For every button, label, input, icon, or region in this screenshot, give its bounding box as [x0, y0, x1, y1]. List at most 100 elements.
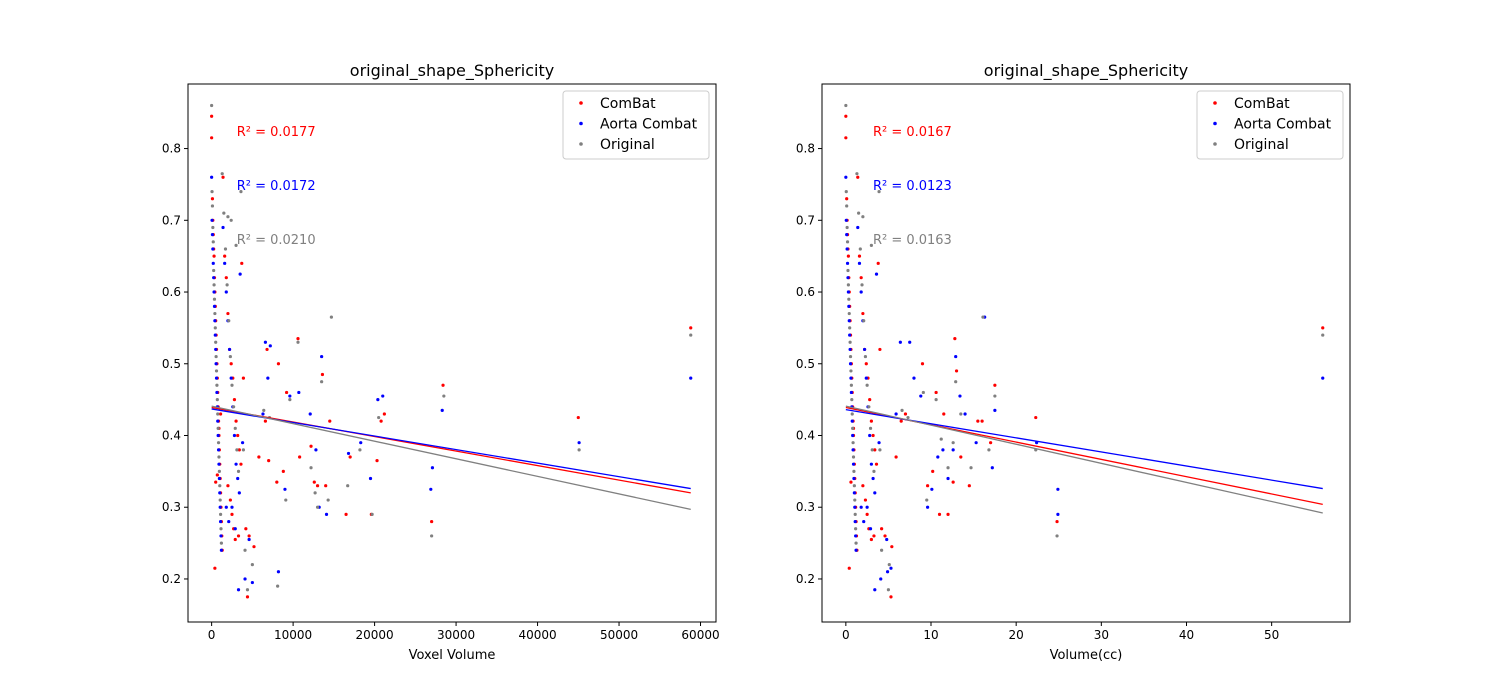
data-point — [862, 319, 866, 323]
data-point — [247, 534, 251, 538]
data-point — [846, 283, 851, 287]
data-point — [871, 433, 875, 438]
data-point — [845, 240, 850, 244]
data-point — [297, 390, 301, 395]
data-point — [213, 319, 217, 323]
data-point — [993, 408, 997, 412]
data-point — [250, 563, 254, 567]
data-point — [851, 433, 855, 438]
data-point — [865, 505, 869, 509]
data-point — [308, 412, 312, 416]
data-point — [877, 190, 881, 194]
data-point — [857, 261, 862, 265]
data-point — [236, 469, 241, 473]
data-point — [219, 534, 223, 538]
data-point — [868, 527, 873, 531]
r2-label: R² = 0.0123 — [873, 179, 952, 194]
data-point — [921, 390, 925, 395]
x-tick-label: 40 — [1179, 628, 1194, 642]
data-point — [856, 225, 860, 230]
data-point — [869, 243, 873, 247]
data-point — [346, 484, 350, 488]
regression-line-aorta-combat — [845, 409, 1323, 490]
legend-label: ComBat — [600, 96, 656, 112]
data-point — [936, 455, 940, 459]
data-point — [1321, 376, 1325, 380]
data-point — [210, 114, 214, 118]
data-point — [216, 448, 221, 452]
data-point — [212, 254, 216, 258]
data-point — [218, 505, 222, 509]
data-point — [919, 394, 923, 398]
data-point — [937, 512, 942, 517]
data-point — [218, 491, 222, 495]
data-point — [885, 570, 890, 574]
data-point — [223, 254, 227, 258]
data-point — [226, 215, 230, 219]
y-tick-label: 0.6 — [796, 285, 815, 299]
data-point — [370, 512, 374, 517]
data-point — [851, 448, 855, 452]
data-point — [348, 455, 352, 459]
data-point — [859, 276, 863, 280]
data-point — [872, 534, 876, 538]
data-point — [296, 340, 300, 344]
r2-label: R² = 0.0210 — [237, 233, 316, 248]
data-point — [309, 466, 313, 470]
data-point — [233, 426, 237, 430]
data-point — [214, 354, 218, 359]
data-point — [214, 376, 219, 380]
data-point — [211, 261, 215, 265]
data-point — [375, 459, 379, 463]
data-point — [941, 448, 945, 452]
data-point — [220, 172, 224, 176]
data-point — [856, 175, 860, 179]
data-point — [908, 340, 912, 344]
data-point — [222, 211, 226, 215]
x-axis-label: Voxel Volume — [409, 648, 496, 663]
data-point — [210, 190, 214, 194]
data-point — [213, 566, 217, 570]
data-point — [920, 362, 925, 366]
data-point — [236, 476, 240, 481]
data-point — [314, 448, 318, 452]
data-point — [844, 136, 848, 140]
x-tick-label: 20 — [1009, 628, 1024, 642]
data-point — [324, 512, 329, 517]
data-point — [284, 390, 289, 395]
x-tick-label: 0 — [842, 628, 850, 642]
regression-line-aorta-combat — [211, 408, 691, 490]
data-point — [954, 380, 958, 384]
data-point — [873, 448, 877, 452]
data-point — [869, 419, 873, 423]
data-point — [210, 103, 214, 108]
x-tick-label: 50 — [1264, 628, 1279, 642]
data-point — [276, 584, 280, 588]
r2-label: R² = 0.0167 — [873, 125, 952, 140]
data-point — [848, 333, 852, 337]
data-point — [276, 362, 281, 366]
data-point — [218, 412, 223, 416]
data-point — [235, 448, 239, 452]
y-tick-label: 0.3 — [162, 500, 181, 514]
series-original — [844, 103, 1325, 592]
data-point — [954, 369, 959, 373]
legend-marker — [1213, 121, 1217, 126]
data-point — [219, 548, 224, 552]
legend-label: ComBat — [1234, 96, 1290, 112]
data-point — [430, 519, 434, 524]
data-point — [898, 340, 902, 344]
data-point — [878, 347, 882, 352]
data-point — [263, 340, 268, 344]
data-point — [214, 347, 218, 352]
data-point — [224, 276, 228, 280]
y-tick-label: 0.8 — [796, 142, 815, 156]
data-point — [252, 545, 256, 549]
data-point — [430, 466, 435, 470]
x-tick-label: 10 — [923, 628, 938, 642]
data-point — [326, 498, 330, 502]
data-point — [358, 448, 362, 452]
legend-label: Original — [600, 137, 655, 153]
r2-label: R² = 0.0163 — [873, 233, 952, 248]
data-point — [230, 383, 234, 387]
